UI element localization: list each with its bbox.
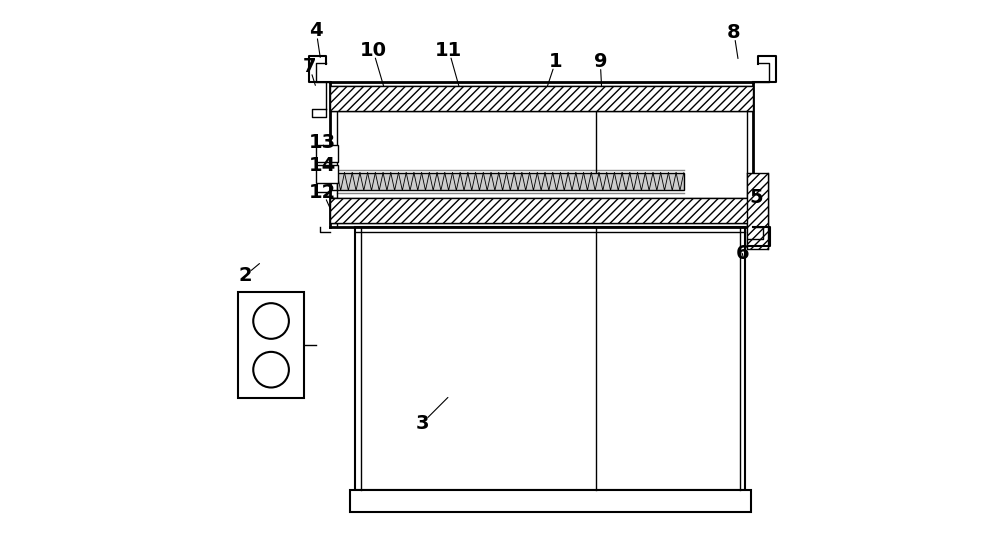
Text: 13: 13 bbox=[309, 133, 336, 152]
Circle shape bbox=[253, 352, 289, 388]
Bar bbox=[355, 227, 745, 490]
Text: 4: 4 bbox=[309, 21, 323, 40]
Text: 3: 3 bbox=[415, 414, 429, 433]
Text: 9: 9 bbox=[594, 52, 607, 71]
Bar bbox=[337, 173, 684, 190]
Text: 14: 14 bbox=[309, 157, 336, 175]
Bar bbox=[747, 173, 768, 249]
Text: 10: 10 bbox=[360, 41, 387, 60]
Bar bbox=[316, 165, 338, 183]
Text: 1: 1 bbox=[549, 52, 563, 71]
Text: 12: 12 bbox=[309, 183, 336, 202]
Circle shape bbox=[253, 303, 289, 339]
Text: 8: 8 bbox=[727, 23, 741, 42]
Text: 7: 7 bbox=[303, 57, 316, 76]
Text: 11: 11 bbox=[435, 41, 462, 60]
Bar bbox=[238, 292, 304, 398]
Bar bbox=[330, 86, 753, 111]
Bar bbox=[316, 145, 338, 162]
Text: 5: 5 bbox=[749, 188, 763, 207]
Bar bbox=[330, 198, 753, 223]
Text: 2: 2 bbox=[238, 266, 252, 285]
Text: 6: 6 bbox=[735, 244, 749, 263]
Bar bbox=[350, 490, 751, 512]
